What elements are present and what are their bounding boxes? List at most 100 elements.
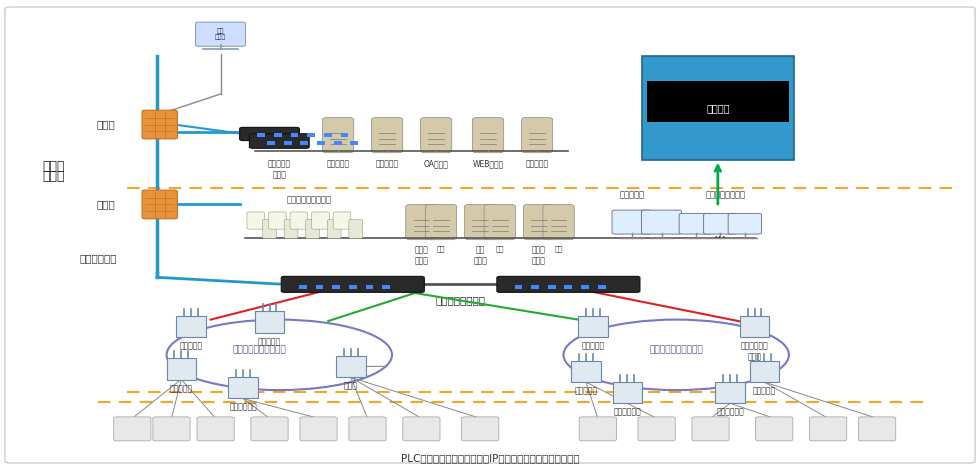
- FancyBboxPatch shape: [715, 382, 745, 403]
- Text: 各子系統監控位機: 各子系統監控位機: [706, 191, 745, 200]
- FancyBboxPatch shape: [327, 219, 341, 238]
- FancyBboxPatch shape: [642, 56, 794, 160]
- Bar: [341, 133, 349, 137]
- FancyBboxPatch shape: [858, 417, 896, 441]
- FancyBboxPatch shape: [281, 276, 424, 292]
- Text: 數據庫
服務器: 數據庫 服務器: [415, 246, 428, 265]
- Text: 調度台各專業操作站: 調度台各專業操作站: [286, 196, 331, 204]
- FancyBboxPatch shape: [425, 204, 457, 240]
- FancyBboxPatch shape: [642, 210, 682, 234]
- Text: OA服務器: OA服務器: [423, 159, 449, 168]
- Text: 監控畫面: 監控畫面: [707, 103, 729, 113]
- FancyBboxPatch shape: [263, 219, 276, 238]
- Bar: [323, 133, 331, 137]
- FancyBboxPatch shape: [114, 417, 151, 441]
- Text: 備域服務器: 備域服務器: [375, 159, 399, 168]
- Bar: [514, 285, 522, 289]
- Bar: [531, 285, 539, 289]
- Bar: [284, 141, 292, 145]
- FancyBboxPatch shape: [692, 417, 729, 441]
- FancyBboxPatch shape: [197, 417, 234, 441]
- FancyBboxPatch shape: [472, 118, 504, 153]
- Bar: [332, 285, 340, 289]
- Bar: [257, 133, 266, 137]
- FancyBboxPatch shape: [306, 219, 319, 238]
- Bar: [308, 133, 316, 137]
- Text: 信息層核心
交換機: 信息層核心 交換機: [268, 160, 291, 179]
- FancyBboxPatch shape: [142, 110, 177, 139]
- FancyBboxPatch shape: [269, 212, 286, 229]
- FancyBboxPatch shape: [571, 361, 601, 382]
- Bar: [316, 285, 323, 289]
- Text: 主廠房: 主廠房: [344, 382, 358, 391]
- FancyBboxPatch shape: [728, 213, 761, 234]
- FancyBboxPatch shape: [300, 417, 337, 441]
- Bar: [598, 285, 606, 289]
- FancyBboxPatch shape: [523, 204, 555, 240]
- Text: 病毒庫
服務器: 病毒庫 服務器: [532, 246, 546, 265]
- FancyBboxPatch shape: [406, 204, 437, 240]
- Bar: [333, 141, 341, 145]
- Text: 膠帶大巷硐室: 膠帶大巷硐室: [613, 407, 641, 416]
- Bar: [351, 141, 359, 145]
- FancyBboxPatch shape: [142, 190, 177, 219]
- Text: 采區順槽硐室: 采區順槽硐室: [716, 407, 744, 416]
- Text: 地面工業控制光纖環網: 地面工業控制光纖環網: [233, 345, 286, 355]
- Text: PLC、攝像儀、專業控制器、IP電話等現場控制、通訊設備等: PLC、攝像儀、專業控制器、IP電話等現場控制、通訊設備等: [401, 453, 579, 463]
- FancyBboxPatch shape: [612, 210, 653, 234]
- Text: 主域服務器: 主域服務器: [326, 159, 350, 168]
- FancyBboxPatch shape: [322, 118, 354, 153]
- FancyBboxPatch shape: [240, 127, 300, 141]
- Text: 管理層: 管理層: [43, 160, 65, 173]
- FancyBboxPatch shape: [638, 417, 675, 441]
- Text: WEB服務器: WEB服務器: [472, 159, 504, 168]
- FancyBboxPatch shape: [647, 81, 789, 122]
- Text: 熱備: 熱備: [496, 246, 504, 252]
- Bar: [290, 133, 298, 137]
- Text: 井下工業控制光纖環網: 井下工業控制光纖環網: [650, 345, 703, 355]
- Text: 采區變電所: 采區變電所: [574, 386, 598, 395]
- FancyBboxPatch shape: [612, 382, 642, 403]
- FancyBboxPatch shape: [704, 213, 737, 234]
- FancyBboxPatch shape: [679, 213, 712, 234]
- Text: 網閘（選配）: 網閘（選配）: [79, 253, 117, 264]
- Text: 大屏控制器: 大屏控制器: [619, 191, 645, 200]
- FancyBboxPatch shape: [521, 118, 553, 153]
- FancyBboxPatch shape: [255, 312, 284, 333]
- FancyBboxPatch shape: [290, 212, 308, 229]
- FancyBboxPatch shape: [465, 204, 496, 240]
- FancyBboxPatch shape: [251, 417, 288, 441]
- FancyBboxPatch shape: [756, 417, 793, 441]
- FancyBboxPatch shape: [153, 417, 190, 441]
- Text: 防火墻: 防火墻: [97, 119, 116, 130]
- Text: 防火墻: 防火墻: [97, 199, 116, 210]
- Text: 中央變電所: 中央變電所: [581, 342, 605, 351]
- Bar: [267, 141, 274, 145]
- FancyBboxPatch shape: [543, 204, 574, 240]
- Bar: [299, 285, 307, 289]
- FancyBboxPatch shape: [403, 417, 440, 441]
- FancyBboxPatch shape: [578, 316, 608, 337]
- Bar: [317, 141, 324, 145]
- FancyBboxPatch shape: [167, 359, 196, 380]
- FancyBboxPatch shape: [336, 356, 366, 377]
- FancyBboxPatch shape: [462, 417, 499, 441]
- FancyBboxPatch shape: [5, 7, 975, 463]
- Text: 熱備: 熱備: [555, 246, 563, 252]
- Text: 調度室核心交換機: 調度室核心交換機: [435, 295, 486, 305]
- FancyBboxPatch shape: [284, 219, 298, 238]
- Bar: [581, 285, 589, 289]
- FancyBboxPatch shape: [750, 361, 779, 382]
- FancyBboxPatch shape: [420, 118, 452, 153]
- Bar: [366, 285, 373, 289]
- FancyBboxPatch shape: [228, 377, 258, 399]
- FancyBboxPatch shape: [195, 22, 245, 47]
- Bar: [349, 285, 357, 289]
- FancyBboxPatch shape: [579, 417, 616, 441]
- Text: 主斜井膠帶機
頭硐室: 主斜井膠帶機 頭硐室: [741, 342, 768, 361]
- FancyBboxPatch shape: [371, 118, 403, 153]
- Text: 采區變電所: 采區變電所: [753, 386, 776, 395]
- FancyBboxPatch shape: [497, 276, 640, 292]
- Text: 控制層: 控制層: [43, 170, 65, 183]
- Bar: [382, 285, 390, 289]
